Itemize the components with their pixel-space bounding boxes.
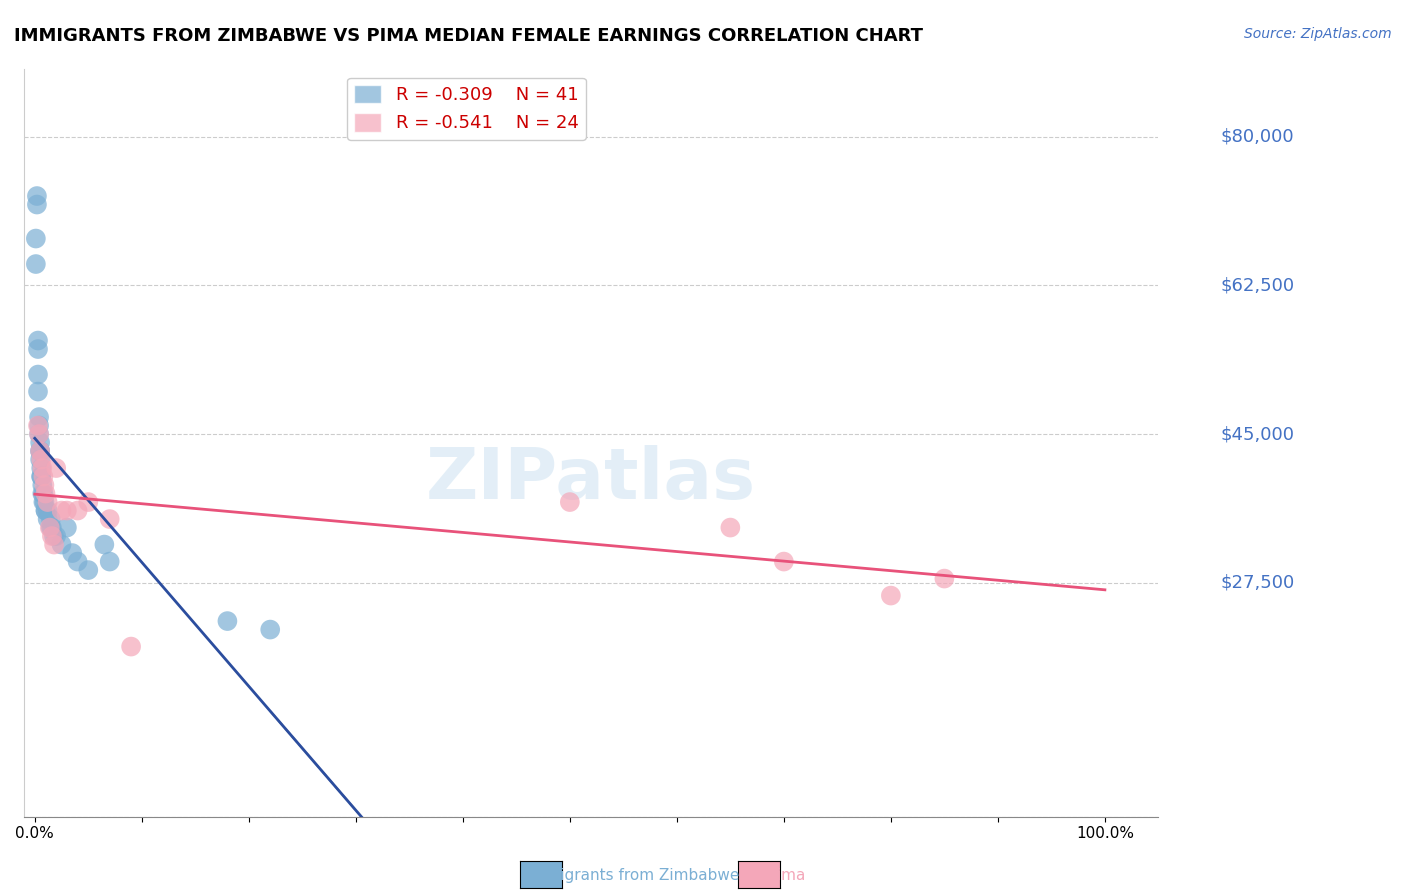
Point bbox=[34, 486, 56, 500]
Point bbox=[37, 495, 59, 509]
Point bbox=[45, 461, 67, 475]
Point bbox=[39, 520, 62, 534]
Point bbox=[34, 495, 56, 509]
Point bbox=[66, 503, 89, 517]
Point bbox=[34, 503, 56, 517]
Point bbox=[51, 538, 73, 552]
Point bbox=[259, 623, 281, 637]
Text: Source: ZipAtlas.com: Source: ZipAtlas.com bbox=[1244, 27, 1392, 41]
Point bbox=[27, 368, 49, 382]
Point bbox=[98, 512, 121, 526]
Point bbox=[42, 529, 65, 543]
Point bbox=[773, 555, 796, 569]
Text: $62,500: $62,500 bbox=[1220, 277, 1295, 294]
Point bbox=[38, 520, 60, 534]
Point bbox=[41, 520, 63, 534]
Point bbox=[34, 503, 56, 517]
Point bbox=[31, 486, 53, 500]
Point bbox=[66, 555, 89, 569]
Point bbox=[30, 444, 52, 458]
Point bbox=[77, 495, 100, 509]
Point bbox=[30, 469, 52, 483]
Point bbox=[25, 189, 48, 203]
Point bbox=[25, 231, 48, 245]
Point bbox=[32, 486, 55, 500]
Point bbox=[32, 495, 55, 509]
Point bbox=[30, 444, 52, 458]
Point bbox=[28, 410, 51, 425]
Point bbox=[30, 469, 52, 483]
Point bbox=[39, 512, 62, 526]
Point bbox=[120, 640, 142, 654]
Point bbox=[28, 427, 51, 442]
Point bbox=[30, 461, 52, 475]
Point bbox=[25, 257, 48, 271]
Point bbox=[25, 197, 48, 211]
Point bbox=[56, 520, 79, 534]
Point bbox=[934, 572, 956, 586]
Point bbox=[30, 435, 52, 450]
Point bbox=[45, 529, 67, 543]
Point bbox=[34, 478, 56, 492]
Point bbox=[98, 555, 121, 569]
Text: ZIPatlas: ZIPatlas bbox=[426, 445, 756, 515]
Point bbox=[27, 384, 49, 399]
Point bbox=[30, 452, 52, 467]
Point bbox=[30, 452, 52, 467]
Point bbox=[27, 342, 49, 356]
Text: Immigrants from Zimbabwe: Immigrants from Zimbabwe bbox=[526, 868, 740, 883]
Point bbox=[93, 538, 115, 552]
Point bbox=[31, 461, 53, 475]
Point bbox=[30, 444, 52, 458]
Point bbox=[217, 614, 239, 628]
Text: $27,500: $27,500 bbox=[1220, 574, 1295, 591]
Point bbox=[42, 538, 65, 552]
Point bbox=[37, 512, 59, 526]
Text: $45,000: $45,000 bbox=[1220, 425, 1295, 443]
Text: $80,000: $80,000 bbox=[1220, 128, 1295, 145]
Point bbox=[558, 495, 581, 509]
Point bbox=[718, 520, 741, 534]
Point bbox=[31, 478, 53, 492]
Point bbox=[37, 503, 59, 517]
Point bbox=[32, 469, 55, 483]
Point bbox=[880, 589, 903, 603]
Point bbox=[51, 503, 73, 517]
Point bbox=[28, 427, 51, 442]
Text: IMMIGRANTS FROM ZIMBABWE VS PIMA MEDIAN FEMALE EARNINGS CORRELATION CHART: IMMIGRANTS FROM ZIMBABWE VS PIMA MEDIAN … bbox=[14, 27, 924, 45]
Point bbox=[28, 418, 51, 433]
Point bbox=[27, 334, 49, 348]
Point bbox=[60, 546, 83, 560]
Point bbox=[27, 418, 49, 433]
Text: Pima: Pima bbox=[769, 868, 806, 883]
Point bbox=[56, 503, 79, 517]
Legend: R = -0.309    N = 41, R = -0.541    N = 24: R = -0.309 N = 41, R = -0.541 N = 24 bbox=[347, 78, 586, 140]
Point bbox=[77, 563, 100, 577]
Point bbox=[41, 529, 63, 543]
